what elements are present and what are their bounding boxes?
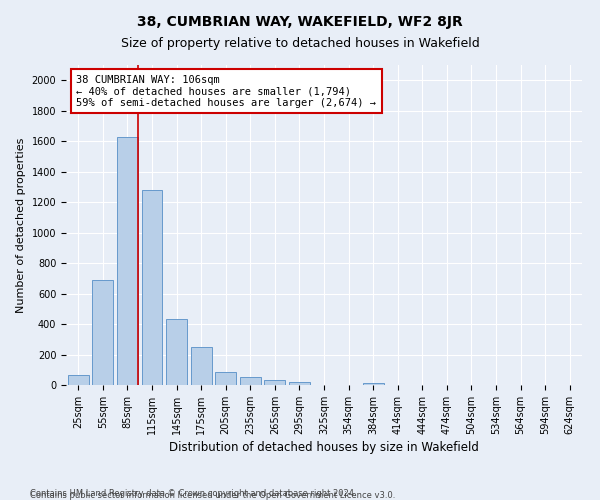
Text: Contains HM Land Registry data © Crown copyright and database right 2024.: Contains HM Land Registry data © Crown c…	[30, 488, 356, 498]
X-axis label: Distribution of detached houses by size in Wakefield: Distribution of detached houses by size …	[169, 441, 479, 454]
Bar	[92, 280, 113, 385]
Bar	[191, 347, 212, 385]
Y-axis label: Number of detached properties: Number of detached properties	[16, 138, 26, 312]
Bar	[117, 136, 138, 385]
Bar	[166, 320, 187, 385]
Text: 38 CUMBRIAN WAY: 106sqm
← 40% of detached houses are smaller (1,794)
59% of semi: 38 CUMBRIAN WAY: 106sqm ← 40% of detache…	[76, 74, 376, 108]
Text: Contains public sector information licensed under the Open Government Licence v3: Contains public sector information licen…	[30, 491, 395, 500]
Bar	[240, 378, 261, 385]
Bar	[142, 190, 163, 385]
Bar	[362, 382, 383, 385]
Bar	[215, 372, 236, 385]
Bar	[68, 375, 89, 385]
Text: 38, CUMBRIAN WAY, WAKEFIELD, WF2 8JR: 38, CUMBRIAN WAY, WAKEFIELD, WF2 8JR	[137, 15, 463, 29]
Bar	[289, 382, 310, 385]
Bar	[265, 380, 286, 385]
Text: Size of property relative to detached houses in Wakefield: Size of property relative to detached ho…	[121, 38, 479, 51]
